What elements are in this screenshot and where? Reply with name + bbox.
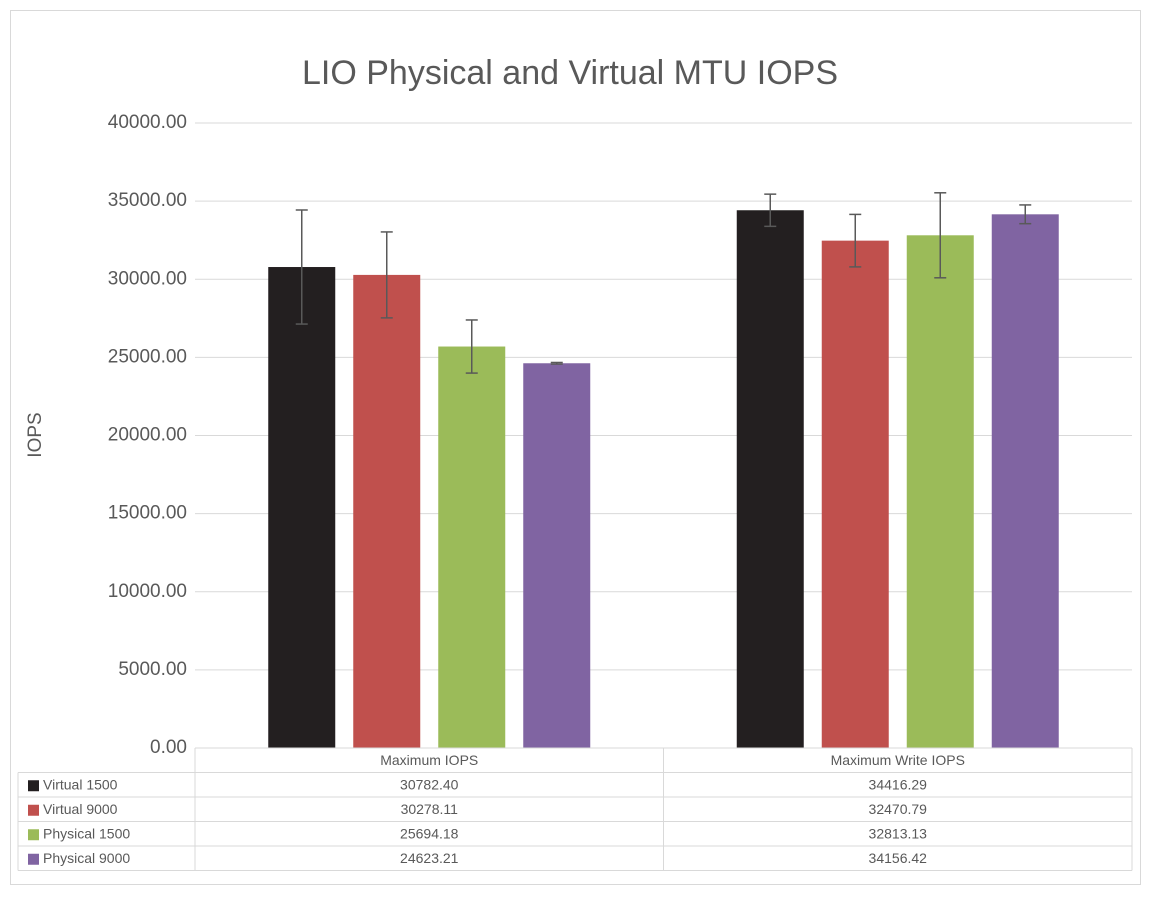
bar — [736, 210, 804, 748]
error-bar — [849, 213, 862, 268]
y-tick-label: 20000.00 — [108, 425, 187, 446]
error-bar — [380, 231, 393, 319]
legend-key — [28, 829, 39, 841]
table-value: 34156.42 — [869, 850, 928, 866]
error-bar — [295, 209, 308, 325]
y-tick-label: 35000.00 — [108, 190, 187, 211]
bar — [353, 274, 421, 748]
table-value: 32470.79 — [869, 801, 928, 817]
table-value: 34416.29 — [869, 776, 928, 792]
legend-label: Virtual 1500 — [43, 776, 118, 792]
y-axis-label: IOPS — [25, 412, 46, 457]
error-bar — [465, 319, 478, 374]
y-tick-label: 0.00 — [150, 737, 187, 758]
legend-key — [28, 853, 39, 865]
x-tick-label: Maximum IOPS — [380, 752, 478, 768]
table-value: 32813.13 — [869, 825, 928, 841]
y-tick-label: 5000.00 — [118, 659, 187, 680]
y-tick-label: 30000.00 — [108, 268, 187, 289]
error-bar — [1019, 204, 1032, 225]
y-tick-label: 15000.00 — [108, 503, 187, 524]
x-tick-label: Maximum Write IOPS — [831, 752, 965, 768]
legend-label: Virtual 9000 — [43, 801, 118, 817]
table-value: 30278.11 — [401, 801, 459, 817]
chart-title: LIO Physical and Virtual MTU IOPS — [302, 54, 838, 92]
y-tick-label: 25000.00 — [108, 346, 187, 367]
bar — [821, 240, 889, 748]
error-bar — [934, 192, 947, 279]
table-value: 30782.40 — [400, 776, 459, 792]
error-bar — [550, 361, 563, 365]
legend-label: Physical 1500 — [43, 825, 130, 841]
error-bar — [764, 193, 777, 228]
bar — [991, 214, 1059, 749]
bar — [906, 235, 974, 748]
bar — [438, 346, 506, 748]
y-tick-label: 40000.00 — [108, 112, 187, 133]
legend-label: Physical 9000 — [43, 850, 130, 866]
table-value: 25694.18 — [400, 825, 459, 841]
legend-key — [28, 780, 39, 792]
table-value: 24623.21 — [400, 850, 459, 866]
bar — [523, 363, 591, 748]
legend-key — [28, 804, 39, 816]
bar — [268, 267, 336, 748]
y-tick-label: 10000.00 — [108, 581, 187, 602]
